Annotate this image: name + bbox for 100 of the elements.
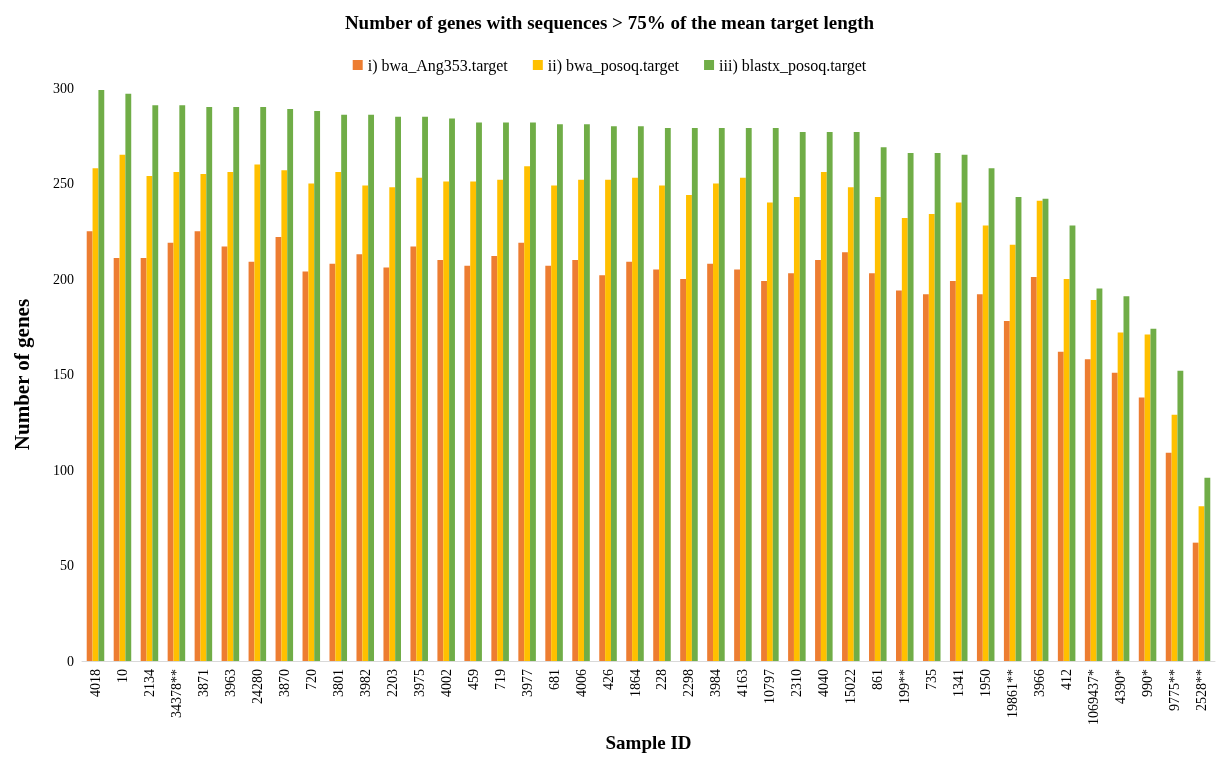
x-tick-label: 3982: [357, 669, 373, 698]
y-tick-label: 0: [67, 653, 74, 669]
bar: [1003, 321, 1010, 662]
bar: [314, 110, 321, 662]
x-tick-label: 1864: [627, 669, 643, 698]
x-tick-label: 228: [654, 669, 670, 691]
bar: [626, 261, 633, 662]
bar: [976, 294, 983, 662]
x-tick-label: 4040: [816, 669, 832, 698]
y-tick-label: 250: [53, 176, 74, 192]
bar: [443, 181, 450, 662]
bar: [308, 183, 315, 662]
bar: [874, 196, 881, 662]
bar: [637, 126, 644, 662]
bar: [826, 131, 833, 662]
y-tick-label: 50: [60, 558, 74, 574]
bar: [686, 194, 692, 662]
x-axis-title: Sample ID: [605, 732, 692, 753]
bar: [1084, 359, 1091, 662]
bar: [1150, 328, 1157, 662]
x-tick-label: 24280: [249, 669, 265, 705]
bar: [335, 172, 342, 662]
bar: [842, 252, 848, 662]
x-tick-label: 15022: [843, 669, 859, 705]
bar: [518, 242, 525, 662]
x-tick-label: 1950: [978, 669, 994, 698]
x-tick-label: 1069437*: [1086, 669, 1102, 726]
bar: [173, 172, 180, 662]
y-tick-label: 300: [53, 80, 74, 96]
x-tick-label: 459: [465, 669, 481, 691]
bar: [152, 105, 159, 662]
bar: [1057, 351, 1064, 662]
bar: [227, 172, 234, 662]
x-tick-label: 3984: [708, 669, 724, 698]
bar: [383, 267, 390, 662]
bar: [896, 290, 902, 662]
x-tick-label: 2310: [789, 669, 805, 698]
x-tick-label: 2298: [681, 669, 697, 698]
bar: [86, 231, 93, 662]
x-tick-label: 3870: [276, 669, 292, 698]
bar: [422, 116, 428, 662]
bar: [632, 177, 638, 662]
bar: [1030, 277, 1037, 662]
bar: [362, 185, 369, 662]
x-tick-label: 4390*: [1113, 669, 1129, 705]
bar: [1063, 279, 1070, 662]
bar: [113, 258, 120, 662]
legend-label: i) bwa_Ang353.target: [367, 56, 509, 75]
legend-label: ii) bwa_posoq.target: [547, 56, 680, 75]
bar: [955, 202, 962, 662]
chart-title: Number of genes with sequences > 75% of the mean target length: [344, 12, 875, 33]
bar: [982, 225, 989, 662]
x-tick-label: 9775**: [1167, 669, 1183, 712]
bar: [815, 259, 821, 662]
bar: [1111, 372, 1118, 662]
bar: [1138, 397, 1145, 662]
x-tick-label: 3963: [222, 669, 238, 698]
bar: [820, 172, 827, 662]
bar: [772, 128, 779, 662]
x-tick-label: 4002: [438, 669, 454, 698]
x-tick-label: 735: [924, 669, 940, 691]
bar: [545, 265, 552, 662]
bar: [934, 152, 941, 662]
bar: [233, 107, 240, 662]
x-tick-label: 720: [303, 669, 319, 691]
bar: [853, 131, 860, 662]
bar: [1192, 542, 1199, 662]
x-tick-label: 2528**: [1194, 669, 1210, 712]
bar: [1036, 200, 1043, 662]
bar: [599, 275, 606, 662]
x-tick-label: 990*: [1140, 669, 1156, 698]
x-tick-label: 3977: [519, 669, 535, 698]
bar: [761, 280, 767, 662]
bar: [368, 114, 375, 662]
x-tick-label: 199**: [897, 669, 913, 705]
x-tick-label: 3975: [411, 669, 427, 698]
x-tick-label: 4163: [735, 669, 751, 698]
x-tick-label: 19861**: [1005, 669, 1021, 719]
x-tick-label: 3801: [330, 669, 346, 698]
bar: [476, 122, 482, 662]
x-tick-label: 10: [114, 669, 130, 684]
bar: [1090, 300, 1097, 662]
bar: [389, 187, 396, 662]
bar: [680, 279, 687, 662]
bar: [583, 124, 590, 662]
bar: [901, 217, 908, 662]
bar: [869, 273, 875, 662]
bar: [799, 131, 806, 662]
bar: [356, 254, 363, 662]
bar: [739, 177, 746, 662]
y-axis-title: Number of genes: [9, 298, 34, 451]
bar: [1204, 477, 1211, 662]
bar: [880, 147, 887, 662]
bar: [287, 109, 294, 662]
bar: [1117, 332, 1124, 662]
x-tick-label: 3871: [195, 669, 211, 698]
bar: [578, 179, 584, 662]
x-tick-label: 426: [600, 669, 616, 691]
bar: [922, 294, 929, 662]
bar: [1165, 452, 1172, 662]
